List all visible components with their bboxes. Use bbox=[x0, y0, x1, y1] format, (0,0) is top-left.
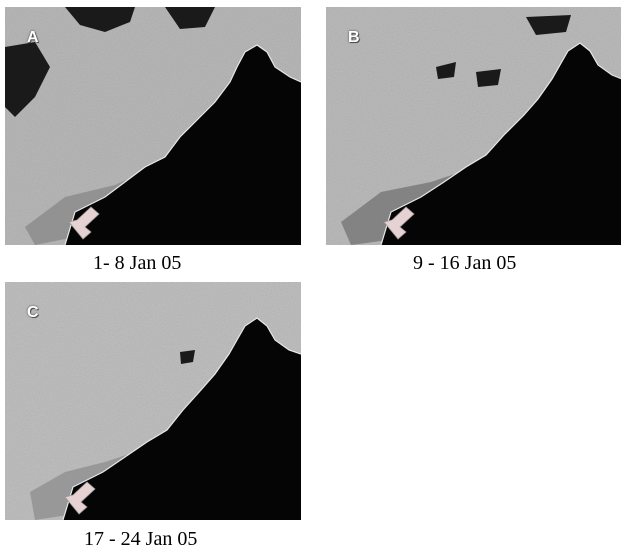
cloud-patch bbox=[476, 69, 501, 87]
satellite-image-c bbox=[5, 282, 301, 520]
arrow-marker bbox=[68, 206, 100, 240]
land-mass bbox=[381, 43, 621, 245]
cloud-patch bbox=[165, 7, 215, 29]
satellite-image-a bbox=[5, 7, 301, 245]
cloud-patch bbox=[180, 350, 195, 364]
arrow-marker bbox=[383, 206, 415, 240]
coastline bbox=[380, 42, 621, 245]
panel-caption: 1- 8 Jan 05 bbox=[93, 252, 182, 274]
arrow-marker bbox=[64, 481, 96, 515]
panel-label: B bbox=[348, 29, 360, 46]
satellite-panel-b: B bbox=[326, 7, 621, 245]
cloud-patch bbox=[526, 15, 571, 35]
cloud-patch bbox=[65, 7, 135, 32]
satellite-image-b bbox=[326, 7, 621, 245]
cloud-patch bbox=[5, 42, 50, 117]
panel-label: C bbox=[27, 304, 39, 321]
panel-caption: 17 - 24 Jan 05 bbox=[84, 528, 198, 550]
coastline bbox=[62, 317, 301, 520]
cloud-patch bbox=[436, 62, 456, 79]
satellite-panel-a: A bbox=[5, 7, 301, 245]
panel-caption: 9 - 16 Jan 05 bbox=[413, 252, 517, 274]
panel-label: A bbox=[27, 29, 39, 46]
satellite-panel-c: C bbox=[5, 282, 301, 520]
land-mass bbox=[65, 45, 301, 245]
coastline bbox=[64, 44, 301, 245]
land-mass bbox=[63, 318, 301, 520]
